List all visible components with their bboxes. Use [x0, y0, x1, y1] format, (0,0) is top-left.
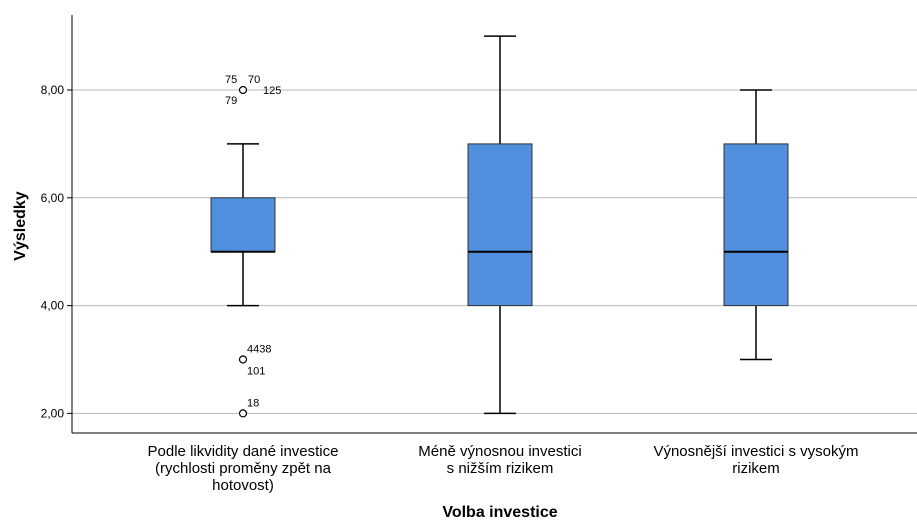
outlier-label: 101 — [247, 366, 265, 378]
x-category-label: hotovost) — [212, 477, 274, 494]
outlier-point — [238, 85, 248, 95]
x-category-label: Podle likvidity dané investice — [148, 443, 339, 460]
outlier-point — [238, 355, 248, 364]
box-iqr — [210, 197, 276, 253]
box-iqr — [467, 143, 533, 307]
y-tick-label: 2,00 — [41, 406, 65, 420]
y-tick-label: 4,00 — [41, 299, 65, 313]
outlier-label: 18 — [247, 397, 259, 409]
outlier-label: 75 — [225, 74, 237, 86]
y-axis-title: Výsledky — [12, 191, 29, 260]
y-tick-label: 8,00 — [41, 83, 65, 97]
x-category-label: s nižším rizikem — [447, 460, 554, 477]
outlier-label: 125 — [263, 85, 281, 97]
x-axis-title: Volba investice — [442, 504, 557, 521]
outlier-label: 79 — [225, 95, 237, 107]
outlier-label: 4438 — [247, 344, 271, 356]
x-category-label: rizikem — [732, 460, 780, 477]
outlier-label: 70 — [248, 74, 260, 86]
box-iqr — [723, 143, 789, 307]
x-category-label: Výnosnější investici s vysokým — [653, 443, 858, 460]
y-tick-label: 6,00 — [41, 191, 65, 205]
x-category-label: (rychlosti proměny zpět na — [155, 460, 332, 477]
x-category-label: Méně výnosnou investici — [418, 443, 581, 460]
outlier-point — [238, 409, 248, 418]
